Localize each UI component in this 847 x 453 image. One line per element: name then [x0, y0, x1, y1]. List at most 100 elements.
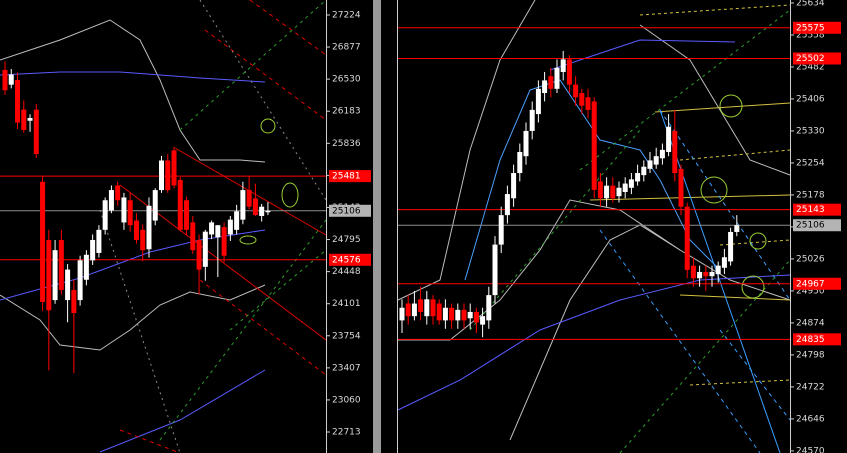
moving-average: [99, 369, 266, 453]
panel-gap: [381, 0, 397, 453]
level-label: 24576: [332, 255, 361, 265]
level-label-box: [793, 203, 841, 216]
candle-body: [227, 219, 233, 235]
level-line: [639, 4, 791, 16]
candle-body: [424, 299, 430, 317]
candle-body: [215, 225, 221, 238]
fan-line: [719, 329, 791, 421]
y-tick-label: 24874: [796, 318, 825, 328]
fan-line: [659, 109, 791, 301]
candle-body: [90, 239, 96, 261]
candle-body: [529, 109, 535, 131]
marker-circle: [239, 235, 257, 245]
candle-body: [436, 303, 442, 321]
fan-line: [619, 259, 791, 453]
level-line: [689, 379, 791, 386]
y-tick-label: 25836: [332, 139, 361, 149]
candle-body: [709, 271, 715, 277]
candle-body: [647, 160, 653, 169]
candle-body: [246, 190, 252, 207]
candle-body: [684, 206, 690, 270]
candle-body: [83, 254, 89, 280]
candle-body: [202, 231, 208, 267]
candle-body: [209, 222, 215, 235]
level-label-box: [329, 253, 371, 266]
candle-body: [411, 303, 417, 317]
candle-body: [259, 206, 265, 216]
upper-band: [639, 24, 791, 176]
candle-body: [196, 239, 202, 270]
y-tick-label: 27224: [332, 10, 361, 20]
y-tick-label: 22713: [332, 428, 361, 438]
candle-body: [473, 311, 479, 323]
channel-line: [119, 429, 181, 453]
candle-body: [585, 97, 591, 110]
candle-body: [573, 84, 579, 98]
level-label: 25143: [796, 205, 825, 215]
candle-body: [653, 156, 659, 165]
level-line: [589, 194, 791, 201]
candle-body: [721, 257, 727, 268]
candle-body: [133, 220, 139, 240]
candle-body: [430, 299, 436, 317]
candle-body: [65, 269, 71, 301]
y-tick-label: 23060: [332, 395, 361, 405]
candle-body: [641, 166, 647, 176]
y-tick-label: 24722: [796, 382, 825, 392]
candle-body: [635, 173, 641, 182]
last-price-box: [329, 204, 371, 217]
channel-line: [204, 29, 327, 121]
candle-body: [622, 183, 628, 192]
marker-circle: [700, 176, 728, 204]
candle-body: [177, 179, 183, 230]
candle-body: [449, 307, 455, 321]
candle-body: [108, 190, 114, 211]
candle-body: [184, 200, 190, 230]
fan-line: [599, 229, 761, 453]
last-price-label: 25106: [332, 206, 361, 216]
candle-body: [146, 205, 152, 250]
lower-band: [0, 284, 266, 351]
candle-body: [40, 181, 46, 302]
candle-body: [221, 227, 227, 256]
candle-body: [127, 200, 133, 226]
candle-body: [265, 210, 271, 213]
level-label: 25481: [332, 172, 361, 182]
candle-body: [734, 225, 740, 232]
y-tick-label: 25330: [796, 126, 825, 136]
candle-body: [455, 309, 461, 321]
y-tick-label: 25254: [796, 158, 825, 168]
candle-body: [240, 190, 246, 220]
candle-body: [461, 309, 467, 321]
y-tick-label: 24101: [332, 299, 361, 309]
marker-circle: [719, 94, 743, 118]
y-tick-label: 26877: [332, 43, 361, 53]
candle-body: [591, 101, 597, 190]
panel-divider: [373, 0, 381, 453]
candle-body: [523, 130, 529, 157]
level-line: [679, 294, 791, 301]
candle-body: [728, 231, 734, 262]
candle-body: [21, 109, 27, 130]
candle-body: [418, 299, 424, 312]
candle-body: [597, 181, 603, 199]
level-label-box: [793, 277, 841, 290]
fan-line: [179, 0, 327, 131]
candle-body: [678, 168, 684, 207]
candle-body: [252, 198, 258, 216]
candle-body: [190, 222, 196, 251]
channel-line: [199, 279, 327, 376]
candle-body: [58, 239, 64, 290]
last-price-label: 25106: [796, 221, 825, 231]
fan-line: [469, 129, 641, 331]
fan-line: [579, 9, 791, 171]
y-tick-label: 25558: [796, 30, 825, 40]
candle-body: [498, 215, 504, 245]
level-label: 25502: [796, 54, 825, 64]
marker-circle: [281, 182, 299, 208]
y-tick-label: 25406: [796, 94, 825, 104]
candle-body: [560, 59, 566, 72]
level-label-box: [793, 333, 841, 346]
candle-body: [115, 185, 121, 201]
